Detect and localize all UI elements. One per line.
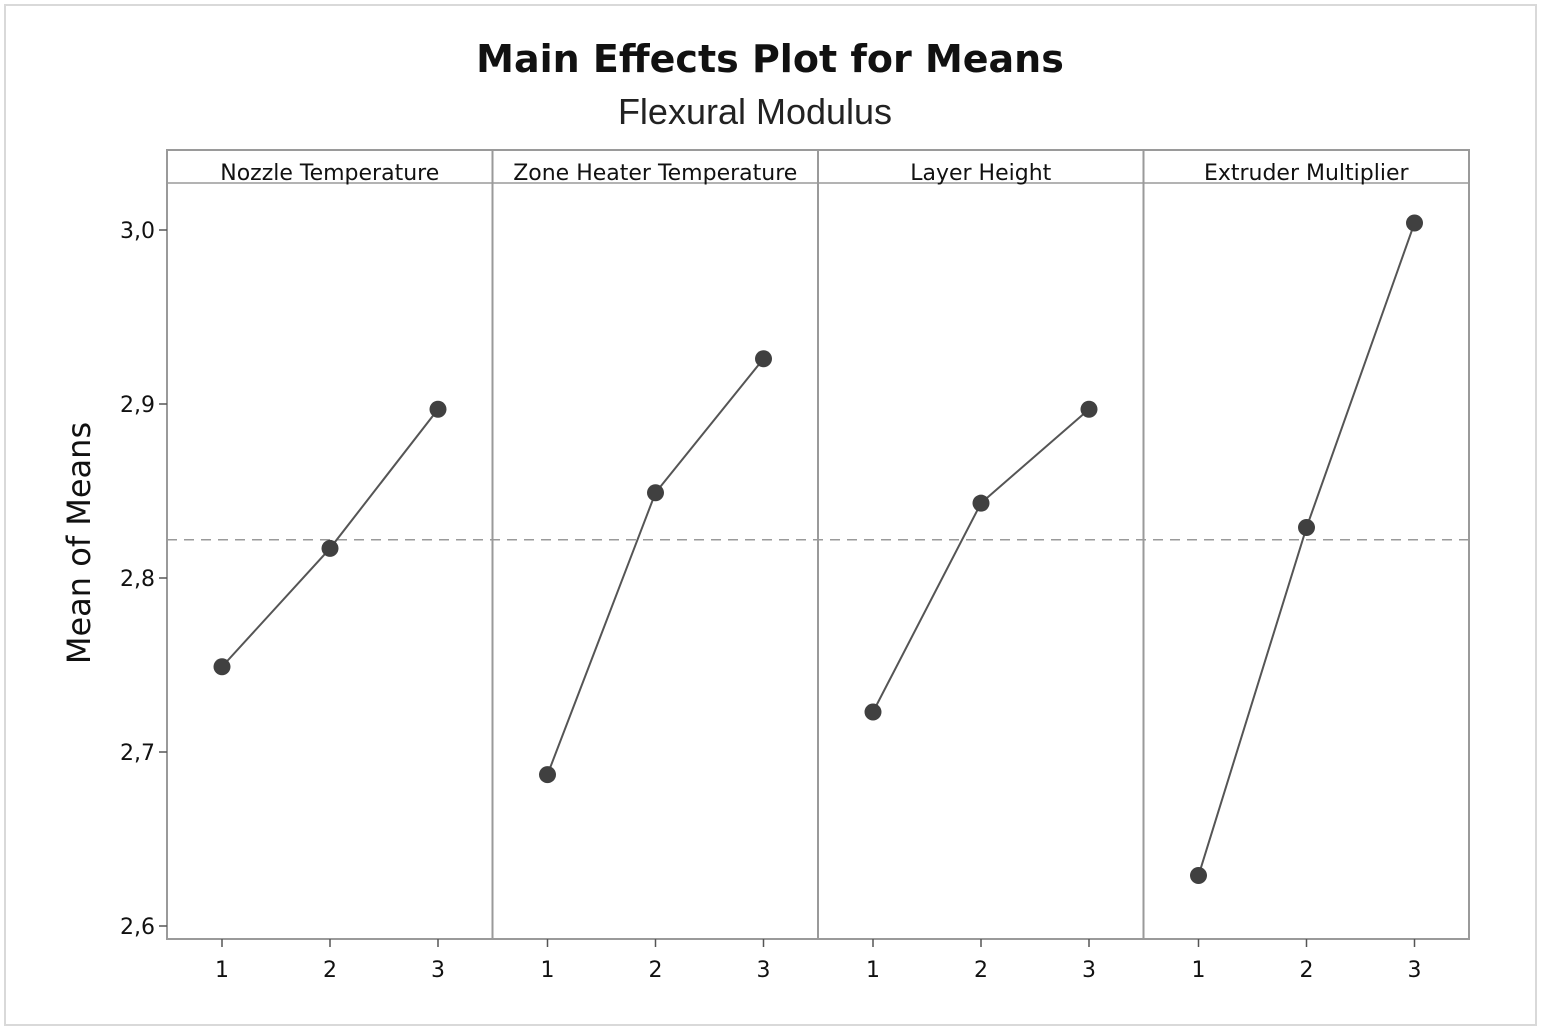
series-line xyxy=(221,408,439,668)
x-tick-label: 3 xyxy=(1408,958,1422,983)
x-tick-label: 1 xyxy=(215,958,229,983)
plot-area: 2,6 2,7 2,8 2,9 3,0 Nozzle Temperature 1 2 3 Zone… xyxy=(120,149,1470,983)
data-point xyxy=(213,658,231,676)
chart-title: Main Effects Plot for Means xyxy=(476,37,1064,81)
y-tick-label: 3,0 xyxy=(120,219,155,244)
x-tick-label: 1 xyxy=(1192,958,1206,983)
y-tick-label: 2,6 xyxy=(120,915,155,940)
data-point xyxy=(429,400,447,418)
chart-frame xyxy=(4,4,1537,1026)
x-tick-label: 2 xyxy=(974,958,988,983)
x-tick-label: 1 xyxy=(541,958,555,983)
panel-label: Nozzle Temperature xyxy=(220,161,439,186)
data-point xyxy=(1406,214,1423,232)
data-point xyxy=(864,703,882,721)
series-line xyxy=(546,358,765,775)
y-tick-label: 2,8 xyxy=(120,567,155,592)
y-tick-label: 2,7 xyxy=(120,741,155,766)
data-point xyxy=(755,350,772,368)
chart-subtitle: Flexural Modulus xyxy=(618,91,892,132)
panel-label: Zone Heater Temperature xyxy=(513,161,797,186)
y-tick-label: 2,9 xyxy=(120,393,155,418)
x-tick-label: 2 xyxy=(323,958,337,983)
data-point xyxy=(539,766,556,784)
series-line xyxy=(872,408,1090,713)
x-tick-label: 3 xyxy=(1082,958,1096,983)
data-point xyxy=(972,494,990,512)
data-point xyxy=(1080,400,1098,418)
data-point xyxy=(1190,867,1207,885)
x-tick-label: 2 xyxy=(1300,958,1314,983)
y-axis-label: Mean of Means xyxy=(60,422,98,664)
data-point xyxy=(321,539,339,557)
x-tick-label: 2 xyxy=(649,958,663,983)
x-tick-label: 3 xyxy=(757,958,771,983)
panel-label: Layer Height xyxy=(910,161,1051,186)
x-tick-label: 1 xyxy=(866,958,880,983)
series-line xyxy=(1197,222,1416,876)
x-tick-label: 3 xyxy=(431,958,445,983)
data-point xyxy=(1298,519,1315,537)
data-point xyxy=(647,484,664,502)
panel-label: Extruder Multiplier xyxy=(1204,161,1410,186)
